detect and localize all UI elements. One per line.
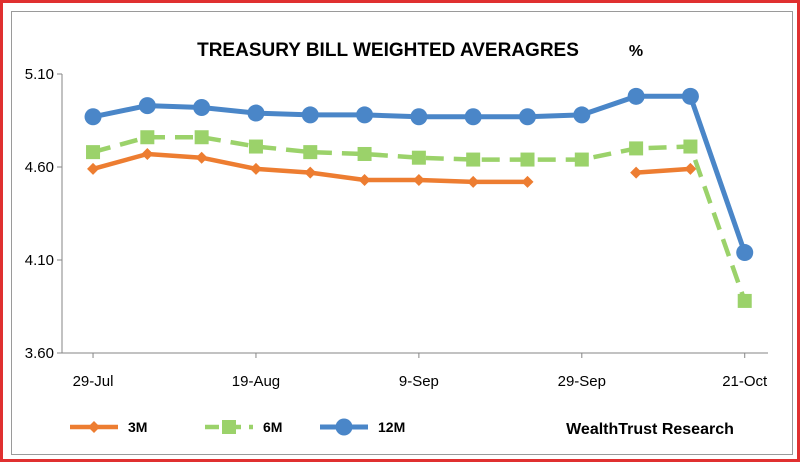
- series-3m-point: [87, 162, 100, 175]
- series-12m-point: [247, 104, 265, 122]
- series-6m: [86, 130, 752, 308]
- series-3m-point: [249, 162, 262, 175]
- x-tick-labels: 29-Jul 19-Aug 9-Sep 29-Sep 21-Oct: [73, 373, 768, 390]
- series-layer: [84, 87, 754, 308]
- series-6m-point: [86, 145, 101, 160]
- series-3m-point: [195, 151, 208, 164]
- series-6m-point: [303, 145, 318, 160]
- series-3m-point: [358, 174, 371, 187]
- series-3m-point: [684, 162, 697, 175]
- chart-inner-border: [11, 11, 793, 455]
- legend-marker-6m: [222, 420, 236, 434]
- legend-label-6m: 6M: [263, 419, 282, 435]
- series-12m-point: [464, 108, 482, 126]
- series-6m-point: [194, 130, 209, 145]
- series-6m-point: [520, 152, 535, 167]
- y-tick-label: 5.10: [25, 66, 54, 83]
- series-6m-point: [357, 146, 372, 161]
- series-3m-point: [304, 166, 317, 179]
- x-tick-label: 21-Oct: [722, 373, 768, 390]
- series-3m-point: [412, 174, 425, 187]
- series-12m-point: [356, 106, 374, 124]
- series-6m-point: [466, 152, 481, 167]
- series-12m-point: [627, 87, 645, 105]
- series-6m-point: [737, 293, 752, 308]
- legend-item-6m: 6M: [205, 419, 282, 435]
- legend-label-12m: 12M: [378, 419, 405, 435]
- legend-item-12m: 12M: [320, 418, 405, 436]
- legend-label-3m: 3M: [128, 419, 147, 435]
- series-6m-point: [140, 130, 155, 145]
- series-12m-point: [301, 106, 319, 124]
- series-6m-point: [683, 139, 698, 154]
- x-tick-label: 19-Aug: [232, 373, 280, 390]
- series-3m-point: [467, 175, 480, 188]
- x-tick-label: 9-Sep: [399, 373, 439, 390]
- series-3m-point: [521, 175, 534, 188]
- series-6m-point: [574, 152, 589, 167]
- series-12m-point: [736, 244, 754, 262]
- chart-title: TREASURY BILL WEIGHTED AVERAGRES: [197, 40, 579, 61]
- source-label: WealthTrust Research: [566, 421, 734, 438]
- legend-marker-3m: [88, 421, 100, 433]
- series-6m-point: [248, 139, 263, 154]
- series-12m-point: [573, 106, 591, 124]
- series-12m-point: [681, 87, 699, 105]
- series-12m-point: [410, 108, 428, 126]
- series-6m-point: [411, 150, 426, 165]
- series-12m-point: [138, 97, 156, 115]
- series-12m-point: [84, 108, 102, 126]
- series-12m-point: [518, 108, 536, 126]
- series-3m-line: [633, 166, 693, 175]
- legend: 3M 6M 12M: [70, 418, 405, 436]
- axes: [57, 73, 768, 358]
- legend-item-3m: 3M: [70, 419, 147, 435]
- series-3m-point: [141, 147, 154, 160]
- x-tick-label: 29-Jul: [73, 373, 114, 390]
- series-3m-point: [630, 166, 643, 179]
- series-12m: [84, 87, 754, 262]
- x-tick-label: 29-Sep: [558, 373, 606, 390]
- series-6m-point: [629, 141, 644, 156]
- series-3m: [87, 147, 697, 188]
- unit-label: %: [629, 43, 643, 60]
- series-12m-point: [193, 98, 211, 116]
- y-tick-label: 3.60: [25, 345, 54, 362]
- y-tick-label: 4.10: [25, 252, 54, 269]
- legend-marker-12m: [335, 418, 353, 436]
- y-tick-label: 4.60: [25, 159, 54, 176]
- y-tick-labels: 5.10 4.60 4.10 3.60: [25, 66, 54, 362]
